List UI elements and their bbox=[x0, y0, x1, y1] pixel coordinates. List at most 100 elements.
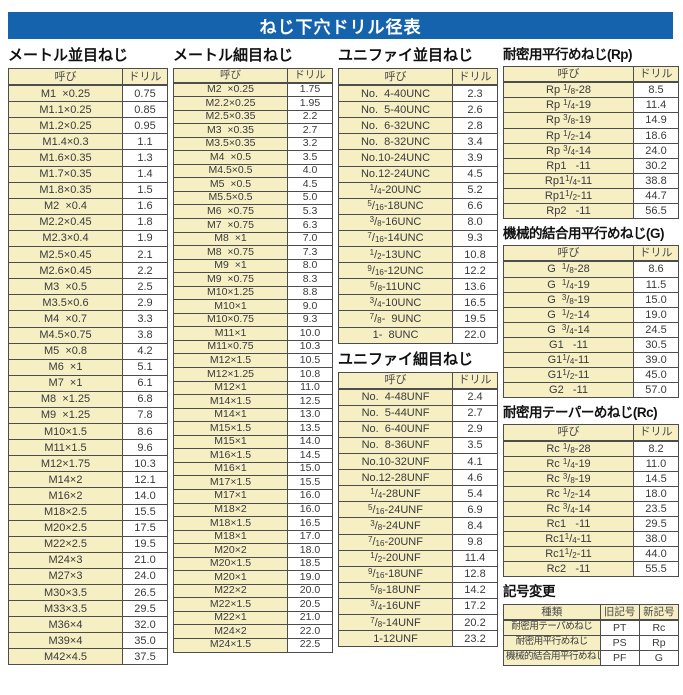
table-row: 3/8-16UNC 8.0 bbox=[338, 213, 498, 231]
cell: 20.5 bbox=[287, 597, 333, 612]
cell: 7.3 bbox=[287, 245, 333, 260]
cell: 6.8 bbox=[122, 390, 168, 408]
table-row: 7/8- 9UNC 19.5 bbox=[338, 310, 498, 328]
cell: 10.0 bbox=[287, 326, 333, 341]
cell: 10.8 bbox=[287, 367, 333, 382]
cell: Rc 1/2-14 bbox=[503, 485, 634, 502]
table-row: M2.6×0.45 2.2 bbox=[8, 262, 168, 280]
cell: G 3/4-14 bbox=[503, 321, 634, 338]
cell: 7/8-14UNF bbox=[338, 613, 453, 632]
cell: 7/8- 9UNC bbox=[338, 310, 453, 328]
cell: 44.0 bbox=[633, 546, 679, 563]
cell: 8.0 bbox=[287, 258, 333, 274]
g-table: 呼び ドリル G 1/8-28 8.6 G 1/4-19 11.5 G 3/8-19 15… bbox=[503, 245, 679, 399]
cell: M12×1 bbox=[173, 380, 288, 396]
col-header-drill: ドリル bbox=[633, 424, 679, 442]
table-row: M22×1.5 20.5 bbox=[173, 597, 333, 612]
cell: M22×2 bbox=[173, 583, 288, 599]
table-row: M1.4×0.3 1.1 bbox=[8, 133, 168, 151]
table-row: Rc 1/4-19 11.0 bbox=[503, 455, 679, 472]
cell: 30.5 bbox=[633, 336, 679, 353]
table-row: M9 ×1.25 7.8 bbox=[8, 406, 168, 425]
cell: 56.5 bbox=[633, 203, 679, 220]
cell: 21.0 bbox=[287, 610, 333, 626]
table-row: 3/8-24UNF 8.4 bbox=[338, 517, 498, 535]
table-row: M10×1.25 8.8 bbox=[173, 285, 333, 301]
table-row: 1/4-28UNF 5.4 bbox=[338, 485, 498, 503]
cell: 7/16-20UNF bbox=[338, 533, 453, 551]
cell: 1/2-20UNF bbox=[338, 549, 453, 567]
rp-table: 呼び ドリル Rp 1/8-28 8.5 Rp 1/4-19 11.4 Rp 3/8-1… bbox=[503, 66, 679, 220]
table-row: M18×2 16.0 bbox=[173, 502, 333, 518]
cell: 14.9 bbox=[633, 112, 679, 129]
table-row: M14×1 13.0 bbox=[173, 407, 333, 423]
col-header-name: 呼び bbox=[503, 66, 634, 84]
cell: 3.4 bbox=[452, 133, 498, 151]
cell: Rc11/2-11 bbox=[503, 546, 634, 563]
table-row: G1 -11 30.5 bbox=[503, 336, 679, 353]
cell: 8.6 bbox=[122, 423, 168, 441]
cell: 7.8 bbox=[122, 406, 168, 425]
cell: 3.2 bbox=[287, 136, 333, 152]
cell: M18×2.5 bbox=[8, 503, 123, 521]
table-row: 1/2-20UNF 11.4 bbox=[338, 549, 498, 567]
table-row: M12×1.5 10.5 bbox=[173, 353, 333, 369]
table-row: No.12-24UNC 4.5 bbox=[338, 165, 498, 183]
table-row: M2 ×0.25 1.75 bbox=[173, 82, 333, 98]
table-row: M4.5×0.5 4.0 bbox=[173, 163, 333, 179]
table-row: M5.5×0.5 5.0 bbox=[173, 190, 333, 206]
cell: M1.6×0.35 bbox=[8, 149, 123, 167]
cell: Rc11/4-11 bbox=[503, 531, 634, 548]
cell: No. 4-48UNF bbox=[338, 388, 453, 406]
cell: 2.8 bbox=[452, 117, 498, 135]
cell: No.12-28UNF bbox=[338, 469, 453, 487]
cell: M5 ×0.8 bbox=[8, 342, 123, 360]
cell: 13.5 bbox=[287, 421, 333, 436]
cell: M1.8×0.35 bbox=[8, 181, 123, 199]
table-row: 3/4-10UNC 16.5 bbox=[338, 294, 498, 312]
cell: 5.3 bbox=[287, 204, 333, 219]
cell: 15.0 bbox=[633, 291, 679, 308]
section-metric-coarse: メートル並目ねじ 呼び ドリル M1 ×0.25 0.75 M1.1×0.25 0.8… bbox=[8, 47, 168, 666]
cell: G bbox=[638, 649, 680, 666]
cell: Rc1 -11 bbox=[503, 515, 634, 533]
cell: M9 ×0.75 bbox=[173, 272, 288, 287]
cell: 12.2 bbox=[452, 262, 498, 280]
table-row: M7 ×0.75 6.3 bbox=[173, 218, 333, 233]
cell: M14×2 bbox=[8, 471, 123, 489]
cell: 3.5 bbox=[287, 150, 333, 165]
table-row: M42×4.5 37.5 bbox=[8, 648, 168, 666]
cell: No. 8-32UNC bbox=[338, 133, 453, 151]
cell: 38.0 bbox=[633, 531, 679, 548]
column-pipe-threads: 耐密用平行めねじ(Rp) 呼び ドリル Rp 1/8-28 8.5 Rp 1/4-1… bbox=[503, 47, 680, 666]
cell: 13.0 bbox=[287, 407, 333, 423]
cell: Rc 1/4-19 bbox=[503, 455, 634, 472]
table-row: M2.2×0.45 1.8 bbox=[8, 213, 168, 231]
table-row: G11/4-11 39.0 bbox=[503, 351, 679, 369]
table-row: M11×0.75 10.3 bbox=[173, 339, 333, 355]
cell: 18.5 bbox=[287, 556, 333, 572]
table-row: Rp 1/4-19 11.4 bbox=[503, 97, 679, 114]
cell: M10×1.5 bbox=[8, 423, 123, 441]
table-row: G2 -11 57.0 bbox=[503, 382, 679, 399]
table-row: No. 8-32UNC 3.4 bbox=[338, 133, 498, 151]
cell: 16.0 bbox=[287, 488, 333, 504]
cell: M22×1.5 bbox=[173, 597, 288, 612]
cell: M14×1.5 bbox=[173, 394, 288, 409]
cell: M24×1.5 bbox=[173, 637, 288, 653]
table-row: M2.5×0.35 2.2 bbox=[173, 109, 333, 125]
cell: 0.75 bbox=[122, 84, 168, 103]
table-row: Rp1 -11 30.2 bbox=[503, 157, 679, 174]
table-row: No. 6-32UNC 2.8 bbox=[338, 117, 498, 135]
col-header-new-symbol: 新記号 bbox=[638, 603, 680, 621]
table-row: 9/16-18UNF 12.8 bbox=[338, 565, 498, 583]
cell: 5/8-18UNF bbox=[338, 581, 453, 599]
cell: 44.7 bbox=[633, 187, 679, 205]
table-row: M1.2×0.25 0.95 bbox=[8, 117, 168, 135]
cell: 5/16-24UNF bbox=[338, 501, 453, 519]
cell: 22.0 bbox=[452, 326, 498, 344]
table-row: Rp11/2-11 44.7 bbox=[503, 187, 679, 205]
table-row: M39×4 35.0 bbox=[8, 632, 168, 650]
col-header-old-symbol: 旧記号 bbox=[599, 603, 640, 621]
cell: M4 ×0.7 bbox=[8, 310, 123, 328]
